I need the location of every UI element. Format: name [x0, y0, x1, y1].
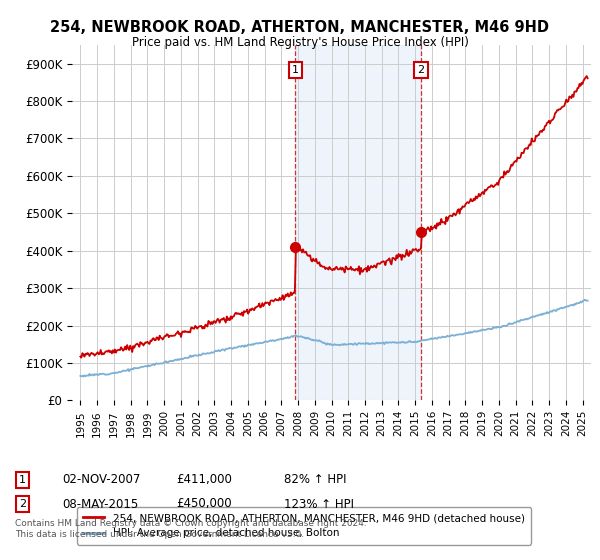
Text: £411,000: £411,000 — [176, 473, 232, 487]
Text: £450,000: £450,000 — [176, 497, 232, 511]
Text: 08-MAY-2015: 08-MAY-2015 — [62, 497, 138, 511]
Text: 1: 1 — [292, 65, 299, 74]
Text: 02-NOV-2007: 02-NOV-2007 — [62, 473, 140, 487]
Legend: 254, NEWBROOK ROAD, ATHERTON, MANCHESTER, M46 9HD (detached house), HPI: Average: 254, NEWBROOK ROAD, ATHERTON, MANCHESTER… — [77, 507, 531, 544]
Text: Contains HM Land Registry data © Crown copyright and database right 2024.
This d: Contains HM Land Registry data © Crown c… — [15, 520, 367, 539]
Text: 2: 2 — [19, 499, 26, 509]
Bar — [295, 45, 421, 400]
Text: 1: 1 — [19, 475, 26, 485]
Text: Price paid vs. HM Land Registry's House Price Index (HPI): Price paid vs. HM Land Registry's House … — [131, 36, 469, 49]
Text: 123% ↑ HPI: 123% ↑ HPI — [284, 497, 354, 511]
Text: 2: 2 — [418, 65, 425, 74]
Text: 82% ↑ HPI: 82% ↑ HPI — [284, 473, 346, 487]
Text: 254, NEWBROOK ROAD, ATHERTON, MANCHESTER, M46 9HD: 254, NEWBROOK ROAD, ATHERTON, MANCHESTER… — [50, 20, 550, 35]
